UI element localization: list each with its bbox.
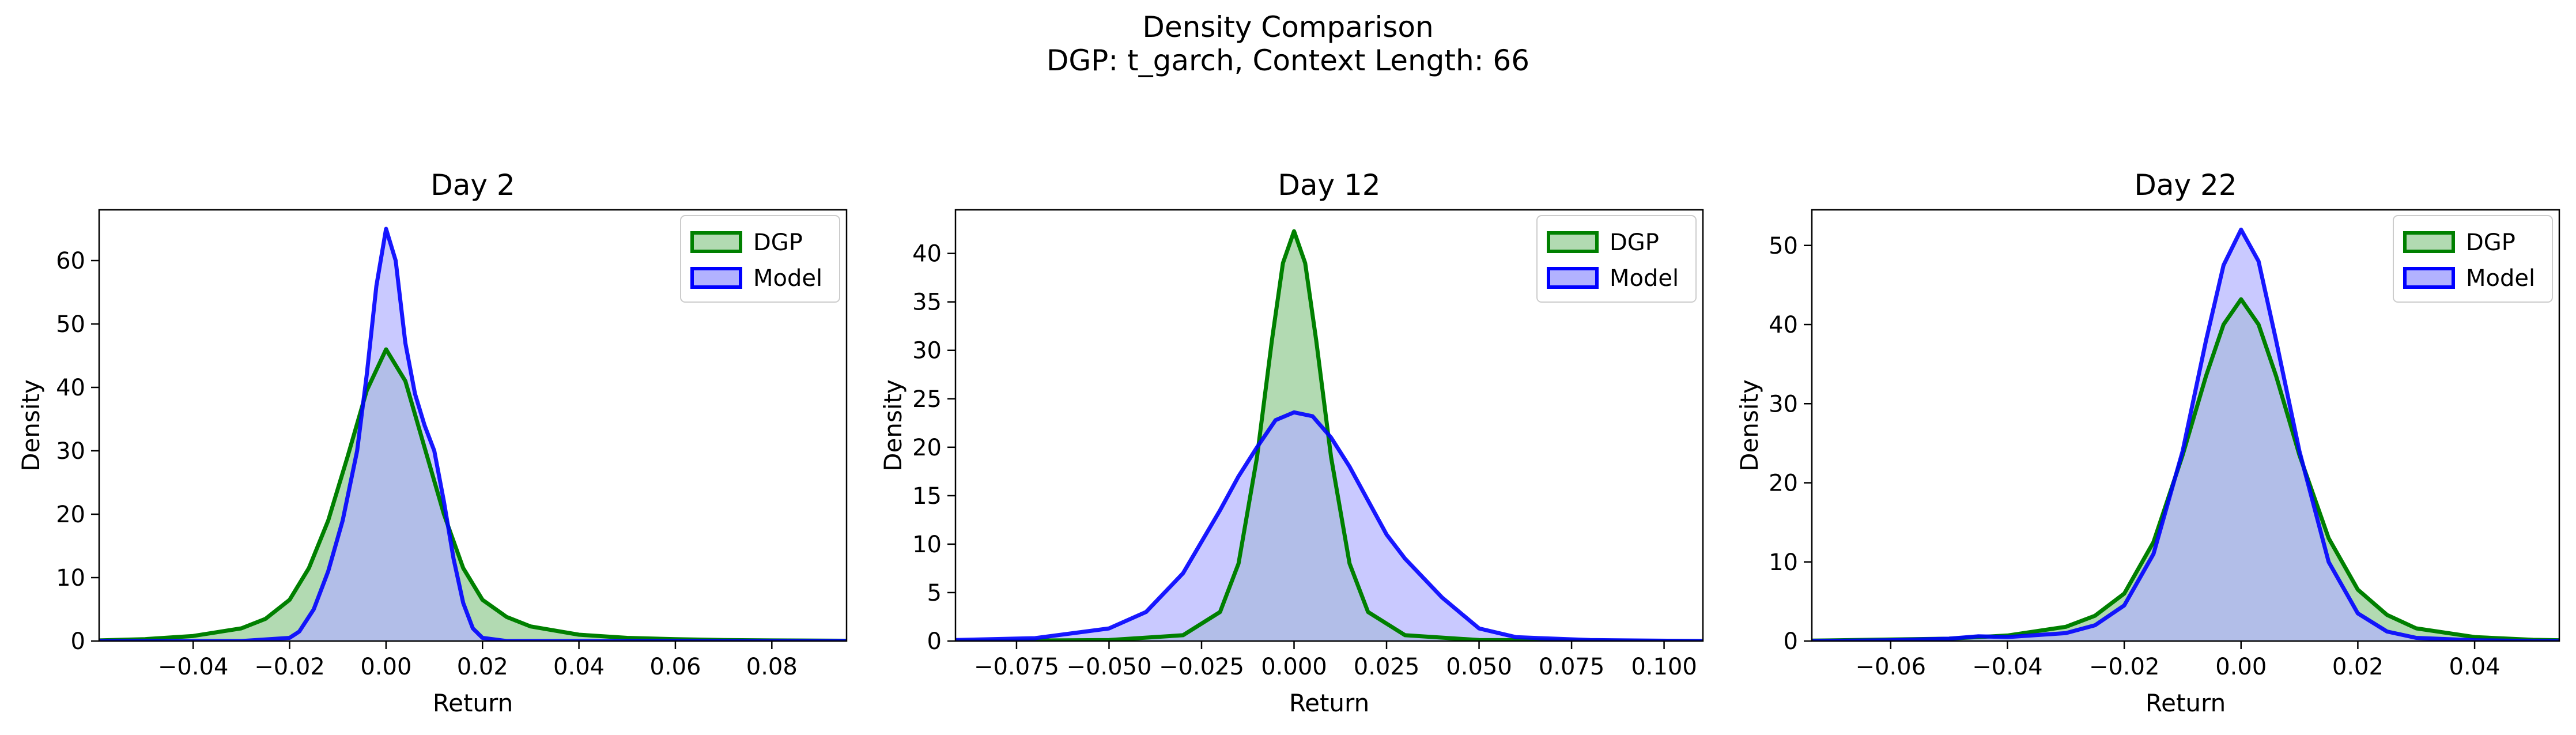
x-axis-label: Return [433,689,513,717]
dgp-density-line [955,229,1703,641]
legend-swatch-model [1547,267,1599,289]
panel-title: Day 22 [2134,168,2237,202]
legend-swatch-model [2403,267,2455,289]
x-tick-label: 0.08 [746,654,798,680]
model-density-fill [1812,229,2559,641]
x-tick-label: 0.075 [1539,654,1605,680]
y-axis-label: Density [17,379,45,472]
x-tick-label: 0.04 [2449,654,2501,680]
x-tick-label: −0.06 [1856,654,1927,680]
x-tick-label: 0.02 [457,654,508,680]
x-tick-label: 0.06 [649,654,701,680]
legend [680,215,840,303]
legend-swatch-dgp [2403,231,2455,253]
legend-label-model: Model [1610,265,1679,292]
density-curves [99,227,847,641]
y-tick-label: 10 [912,532,942,558]
legend [2393,215,2553,303]
x-tick-label: −0.025 [1159,654,1244,680]
model-density-line [99,227,847,641]
y-tick-label: 25 [912,386,942,413]
y-tick-label: 20 [56,502,85,528]
model-density-line [955,410,1703,641]
density-curves [1812,227,2559,641]
y-tick-label: 15 [912,483,942,510]
figure-subtitle: DGP: t_garch, Context Length: 66 [1047,44,1529,77]
y-tick-label: 40 [1769,312,1798,338]
x-tick-label: −0.02 [2089,654,2160,680]
legend-label-dgp: DGP [1610,229,1659,256]
y-tick-label: 50 [1769,233,1798,259]
model-density-fill [955,412,1703,641]
axes-frame [954,209,1704,642]
y-tick-label: 10 [1769,549,1798,576]
x-tick-label: 0.000 [1261,654,1327,680]
dgp-density-line [1812,297,2559,641]
y-tick-label: 35 [912,289,942,316]
x-tick-label: −0.050 [1066,654,1151,680]
plot-area: −0.04 −0.02 0.00 0.02 0.04 0.06 0.08 0 10 20 30 40 5… [56,209,848,680]
model-density-line [1812,227,2559,641]
x-tick-label: 0.00 [2215,654,2267,680]
legend-label-dgp: DGP [2466,229,2515,256]
x-axis-label: Return [2146,689,2226,717]
y-tick-label: 0 [1784,628,1798,655]
y-tick-label: 50 [56,311,85,338]
panel-title: Day 2 [430,168,515,202]
x-tick-label: 0.025 [1354,654,1420,680]
y-axis-label: Density [879,379,907,472]
legend-label-model: Model [753,265,822,292]
y-tick-label: 5 [927,580,942,606]
panel-day-2: −0.04 −0.02 0.00 0.02 0.04 0.06 0.08 0 10 20 30 40 5… [17,168,848,717]
y-tick-label: 60 [56,248,85,274]
x-tick-label: −0.075 [974,654,1059,680]
legend-swatch-dgp [1547,231,1599,253]
x-tick-label: 0.100 [1631,654,1697,680]
legend [1536,215,1697,303]
x-tick-label: 0.02 [2332,654,2384,680]
axes-frame [1811,209,2560,642]
y-tick-label: 0 [71,628,85,655]
legend-label-dgp: DGP [753,229,803,256]
panel-title: Day 12 [1278,168,1380,202]
x-tick-label: 0.04 [553,654,605,680]
legend-swatch-dgp [690,231,742,253]
y-tick-label: 10 [56,565,85,591]
x-tick-label: −0.04 [158,654,229,680]
y-tick-label: 0 [927,628,942,655]
x-tick-label: −0.02 [254,654,325,680]
x-tick-label: 0.00 [360,654,411,680]
x-axis-label: Return [1289,689,1369,717]
y-tick-label: 40 [56,375,85,401]
x-tick-label: 0.050 [1446,654,1512,680]
panel-day-22: −0.06 −0.04 −0.02 0.00 0.02 0.04 0 10 20 30 40 50 D… [1735,168,2560,717]
legend-label-model: Model [2466,265,2535,292]
y-tick-label: 40 [912,241,942,267]
dgp-density-line [99,347,847,641]
figure-title: Density Comparison [1142,10,1433,44]
axes-frame [98,209,848,642]
plot-area: −0.06 −0.04 −0.02 0.00 0.02 0.04 0 10 20 30 40 50 [1769,209,2560,680]
y-tick-label: 30 [56,438,85,465]
density-curves [955,229,1703,641]
panel-day-12: −0.075 −0.050 −0.025 0.000 0.025 0.050 0.075 0.… [879,168,1704,717]
y-tick-label: 30 [912,338,942,364]
plot-area: −0.075 −0.050 −0.025 0.000 0.025 0.050 0.075 0.… [912,209,1704,680]
y-tick-label: 20 [912,435,942,461]
x-tick-label: −0.04 [1972,654,2043,680]
y-axis-label: Density [1735,379,1763,472]
y-tick-label: 30 [1769,391,1798,417]
y-tick-label: 20 [1769,470,1798,497]
legend-swatch-model [690,267,742,289]
